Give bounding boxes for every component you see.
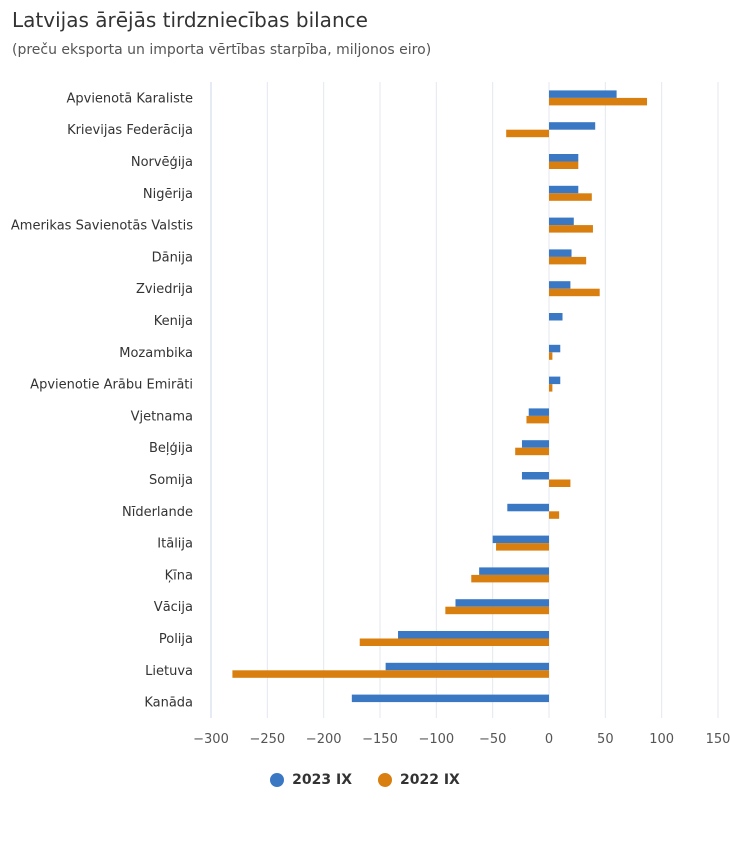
category-label: Zviedrija — [136, 282, 193, 297]
bar-2022 — [549, 352, 553, 360]
chart-title: Latvijas ārējās tirdzniecības bilance — [12, 8, 368, 32]
category-label: Vjetnama — [131, 409, 193, 424]
bar-2023 — [549, 281, 571, 289]
x-tick-label: −300 — [193, 732, 229, 747]
category-label: Apvienotā Karaliste — [66, 91, 193, 106]
bar-2022 — [506, 129, 549, 138]
x-tick-label: 150 — [706, 732, 730, 747]
bar-2023 — [479, 567, 549, 575]
bar-2023 — [549, 376, 561, 385]
x-tick-label: 100 — [649, 732, 674, 747]
category-label: Krievijas Federācija — [67, 123, 193, 138]
category-label: Vācija — [154, 600, 193, 615]
legend-item-2022[interactable]: 2022 IX — [378, 772, 460, 788]
category-label: Norvēģija — [131, 155, 193, 170]
bar-chart: −300 −250 −200 −150 −100 −50 0 50 100 150 Apvienot… — [11, 82, 730, 747]
bar-2022 — [515, 447, 549, 456]
bar-2023 — [549, 154, 579, 162]
bar-2022 — [549, 288, 600, 297]
bar-2023 — [549, 122, 596, 130]
chart-subtitle: (preču eksporta un importa vērtības star… — [12, 42, 432, 58]
legend-swatch-2022 — [378, 773, 392, 787]
bar-2022 — [549, 225, 593, 233]
bar-2023 — [492, 535, 549, 544]
bar-2022 — [549, 256, 587, 265]
bar-2022 — [232, 670, 549, 678]
bar-2022 — [496, 543, 549, 551]
legend-label-2022: 2022 IX — [400, 772, 460, 788]
x-tick-label: −250 — [249, 732, 285, 747]
legend-item-2023[interactable]: 2023 IX — [270, 772, 352, 788]
category-label: Dānija — [152, 250, 193, 265]
category-label: Amerikas Savienotās Valstis — [11, 219, 193, 234]
category-label: Mozambika — [119, 346, 193, 361]
legend-label-2023: 2023 IX — [292, 772, 352, 788]
category-label: Ķīna — [165, 568, 193, 583]
bar-2023 — [507, 503, 549, 512]
category-label: Kanāda — [144, 696, 193, 711]
x-tick-label: −100 — [418, 732, 454, 747]
bar-2022 — [549, 384, 553, 392]
category-label: Polija — [159, 632, 193, 647]
bar-2023 — [549, 90, 617, 98]
chart-legend: 2023 IX 2022 IX — [0, 772, 730, 788]
x-tick-label: 0 — [545, 732, 553, 747]
x-tick-label: −200 — [306, 732, 342, 747]
bar-2023 — [455, 599, 549, 607]
category-label: Nigērija — [143, 187, 193, 202]
category-label: Kenija — [154, 314, 193, 329]
bar-2023 — [549, 249, 572, 257]
bar-2022 — [549, 97, 648, 106]
bar-2023 — [521, 440, 549, 448]
bar-2023 — [521, 472, 549, 480]
bar-2023 — [528, 408, 549, 416]
bar-2023 — [549, 185, 579, 194]
bar-2022 — [471, 574, 549, 583]
category-label: Beļģija — [149, 441, 193, 456]
bar-2022 — [359, 638, 549, 646]
bar-2023 — [398, 631, 549, 639]
bar-2022 — [549, 511, 560, 519]
bar-2023 — [549, 344, 561, 353]
bar-2023 — [351, 694, 549, 703]
bar-2022 — [549, 161, 579, 169]
bar-2023 — [549, 217, 574, 226]
bar-2022 — [526, 415, 549, 424]
bar-2023 — [549, 313, 563, 321]
category-label: Apvienotie Arābu Emirāti — [30, 378, 193, 393]
bar-2023 — [385, 662, 549, 671]
category-label: Somija — [149, 473, 193, 488]
category-label: Itālija — [157, 537, 193, 552]
category-label: Nīderlande — [122, 505, 193, 520]
bar-2022 — [445, 606, 549, 615]
bar-2022 — [549, 479, 571, 487]
x-tick-label: 50 — [597, 732, 614, 747]
category-label: Lietuva — [145, 664, 193, 679]
x-tick-label: −150 — [362, 732, 398, 747]
bar-2022 — [549, 193, 592, 201]
x-tick-label: −50 — [479, 732, 506, 747]
legend-swatch-2023 — [270, 773, 285, 787]
